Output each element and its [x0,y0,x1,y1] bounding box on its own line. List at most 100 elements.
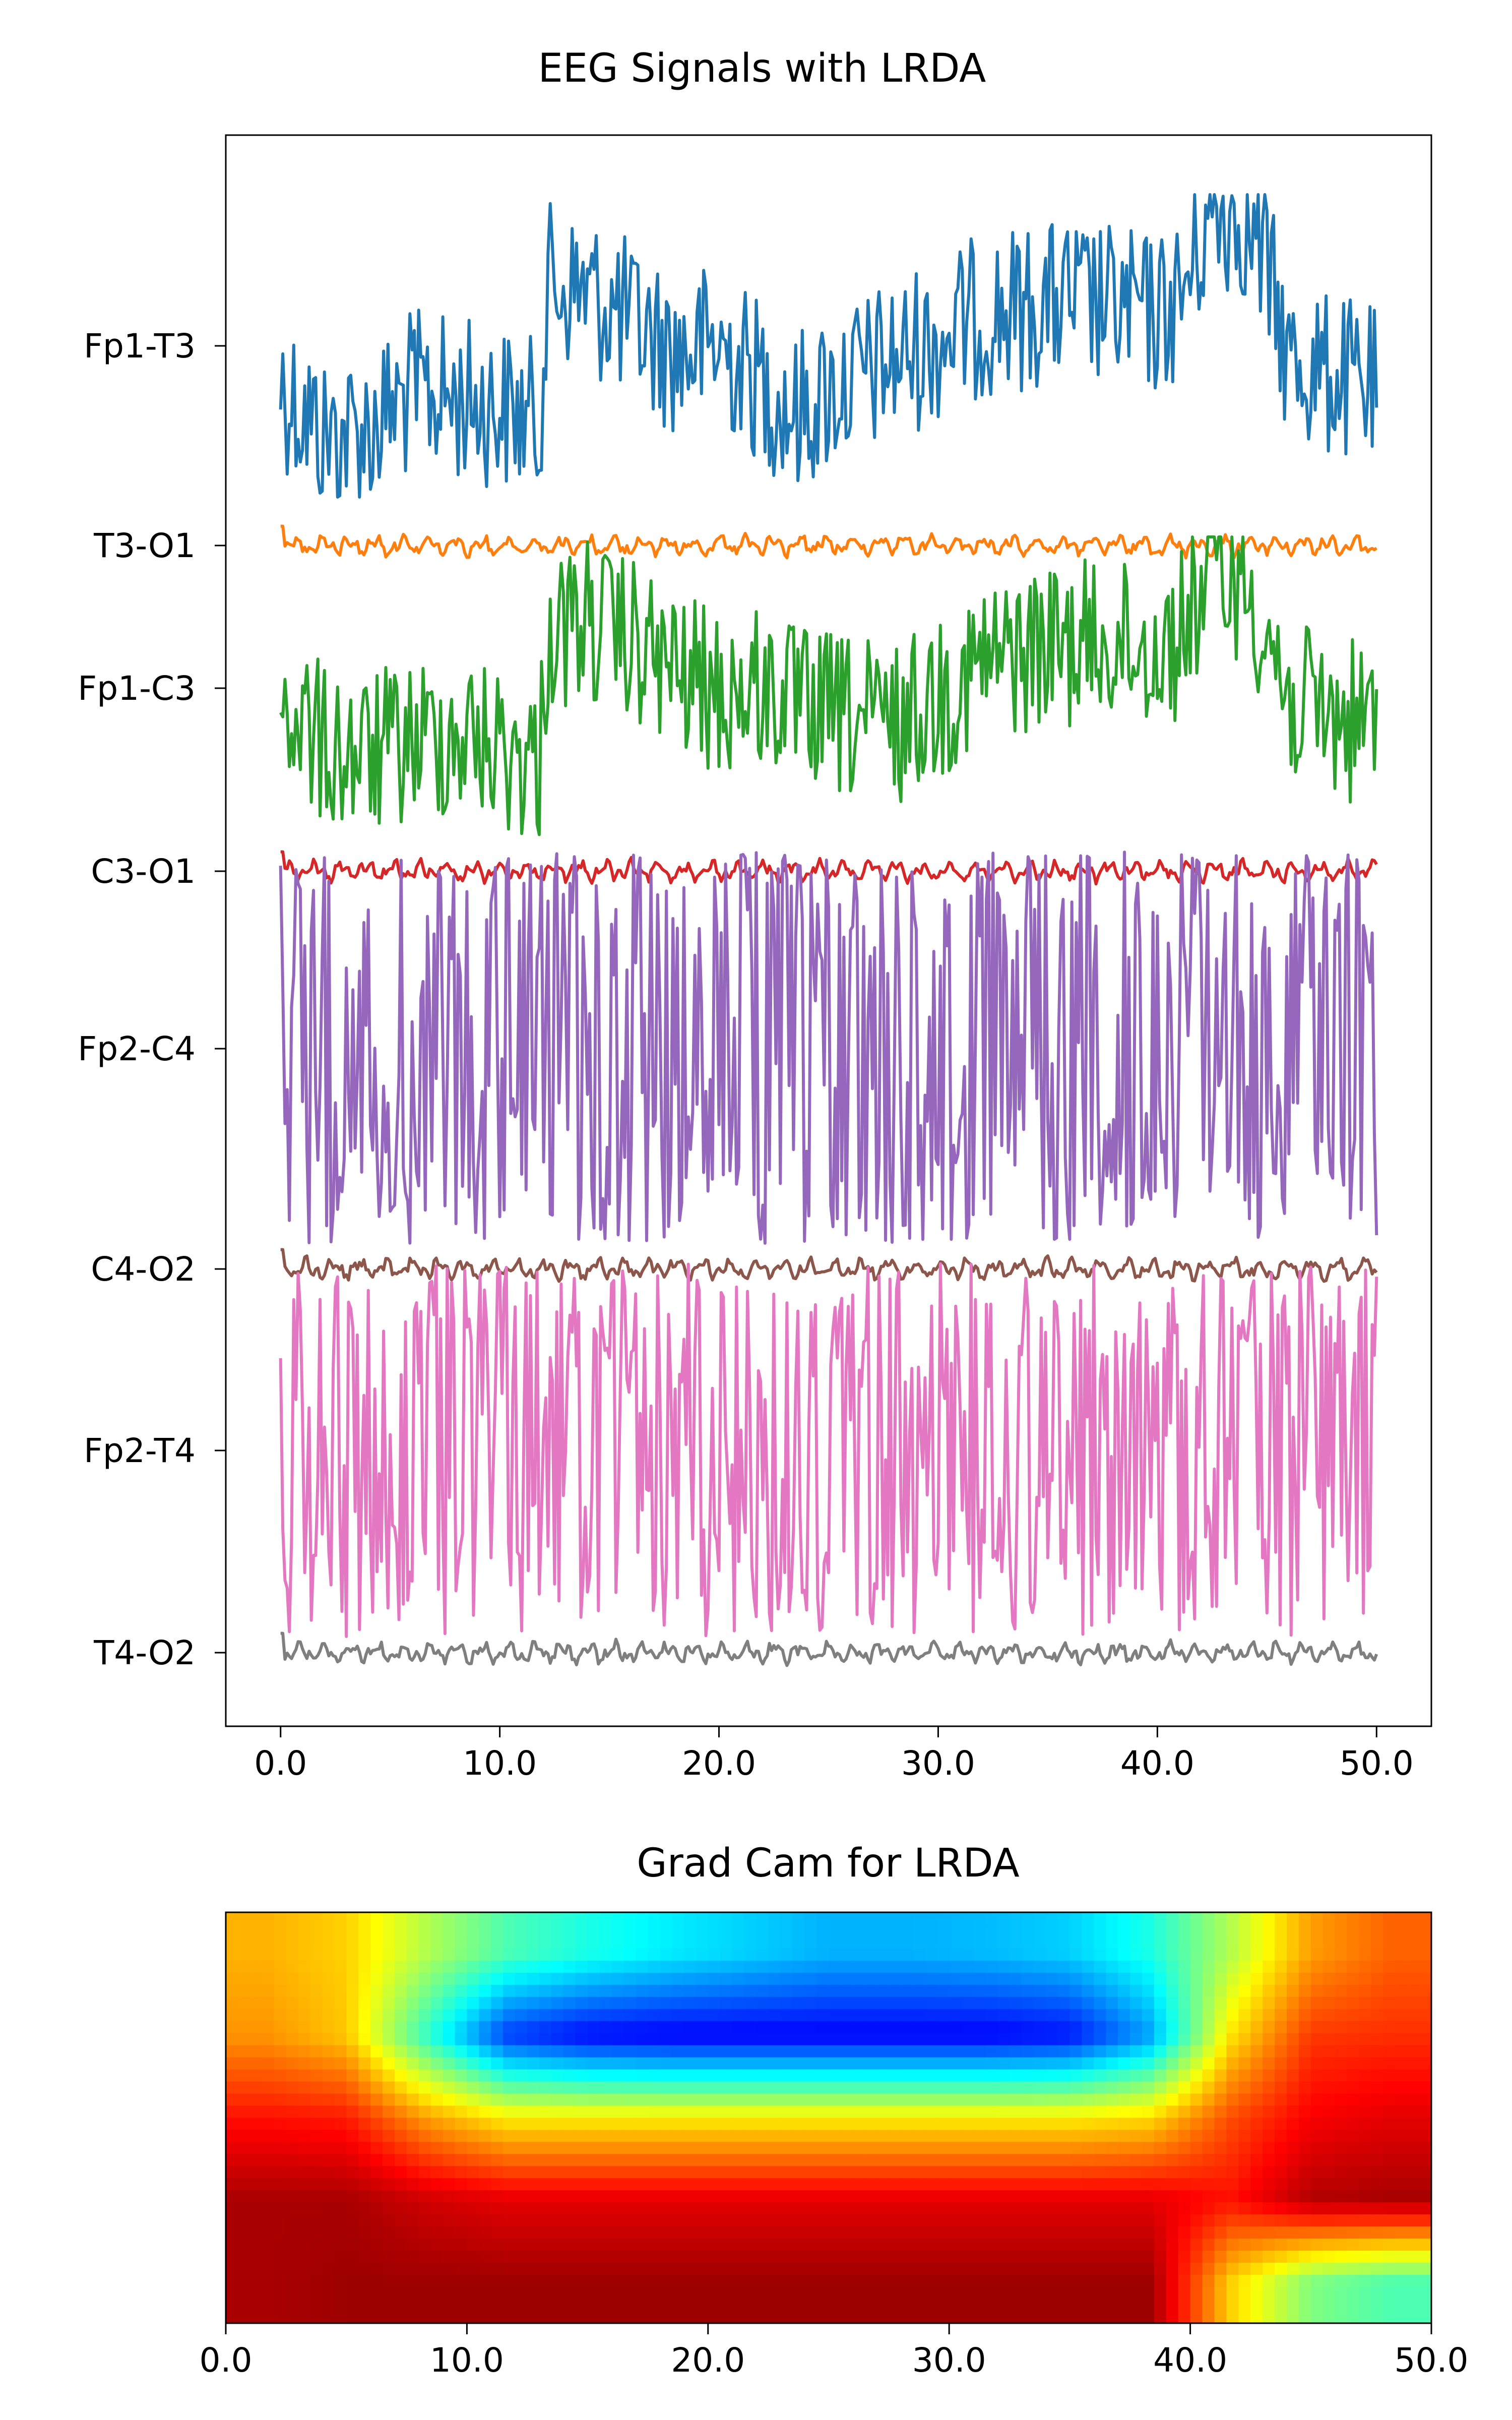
heatmap-cell [286,1924,299,1937]
heatmap-cell [406,2263,419,2275]
heatmap-cell [226,2251,238,2263]
heatmap-cell [1335,2154,1348,2167]
heatmap-cell [599,2263,612,2275]
heatmap-cell [660,2093,672,2106]
heatmap-cell [804,2263,817,2275]
heatmap-cell [346,2105,359,2119]
heatmap-cell [1395,2021,1408,2034]
heatmap-cell [864,2251,877,2263]
heatmap-cell [237,2251,250,2263]
heatmap-cell [804,2178,817,2191]
heatmap-cell [1057,2081,1070,2094]
heatmap-cell [1347,2287,1360,2300]
heatmap-cell [418,2105,431,2119]
heatmap-cell [756,2154,769,2167]
heatmap-cell [322,1912,335,1925]
heatmap-cell [611,2069,624,2082]
heatmap-cell [1106,1960,1118,1973]
heatmap-cell [455,2251,468,2263]
heatmap-cell [901,1984,914,1998]
heatmap-cell [768,1924,781,1937]
heatmap-cell [1395,2118,1408,2131]
heatmap-cell [611,2275,624,2287]
heatmap-cell [587,1996,600,2010]
heatmap-cell [1238,2057,1251,2070]
heatmap-cell [274,1924,287,1937]
heatmap-cell [792,2081,805,2094]
heatmap-cell [310,2021,323,2034]
heatmap-cell [1118,2081,1130,2094]
heatmap-cell [1419,1936,1432,1949]
heatmap-cell [720,2190,733,2203]
heatmap-cell [648,2105,660,2119]
heatmap-cell [1371,2057,1384,2070]
heatmap-cell [575,2299,588,2312]
heatmap-cell [1106,2190,1118,2203]
heatmap-cell [1069,2130,1083,2143]
heatmap-cell [672,1984,684,1998]
heatmap-cell [1214,1984,1227,1998]
heatmap-cell [1238,2130,1251,2143]
heatmap-cell [840,1960,853,1973]
heatmap-cell [226,2202,238,2215]
gradcam-chart: Grad Cam for LRDA 0.0 10.0 20.0 30.0 40.0 50.… [200,1841,1469,2380]
heatmap-cell [997,2118,1010,2131]
heatmap-cell [443,2057,456,2070]
heatmap-cell [1347,2021,1360,2034]
heatmap-cell [1238,1912,1251,1925]
heatmap-cell [901,1960,914,1973]
heatmap-cell [780,2009,793,2022]
heatmap-cell [503,2105,516,2119]
heatmap-cell [672,1936,684,1949]
heatmap-cell [1359,2021,1372,2034]
heatmap-cell [286,1948,299,1961]
heatmap-cell [1275,2009,1287,2022]
heatmap-cell [1009,2311,1022,2324]
heatmap-cell [1214,2166,1227,2179]
heatmap-cell [1166,2311,1179,2324]
heatmap-cell [1263,2226,1275,2240]
heatmap-cell [804,2287,817,2300]
heatmap-cell [913,2105,926,2119]
heatmap-cell [1202,2275,1215,2287]
heatmap-cell [479,2238,492,2251]
heatmap-cell [1359,2045,1372,2058]
heatmap-cell [1238,2045,1251,2058]
heatmap-cell [1118,2311,1130,2324]
heatmap-cell [1202,1912,1215,1925]
heatmap-cell [418,2069,431,2082]
heatmap-cell [768,2275,781,2287]
heatmap-cell [346,2275,359,2287]
heatmap-cell [1347,2045,1360,2058]
heatmap-cell [1407,1996,1420,2010]
heatmap-cell [852,2093,865,2106]
heatmap-cell [696,2105,709,2119]
heatmap-cell [527,1924,540,1937]
heatmap-cell [587,2190,600,2203]
heatmap-cell [780,1948,793,1961]
heatmap-cell [1250,2009,1263,2022]
heatmap-cell [358,2214,371,2227]
heatmap-cell [1009,2093,1022,2106]
heatmap-cell [1214,2251,1227,2263]
heatmap-cell [696,2311,709,2324]
heatmap-cell [1419,2166,1432,2179]
heatmap-cell [334,2202,347,2215]
heatmap-cell [298,1936,311,1949]
heatmap-cell [298,2214,311,2227]
heatmap-cell [563,2033,576,2046]
heatmap-cell [382,2033,395,2046]
heatmap-cell [1383,2263,1396,2275]
heatmap-cell [406,2287,419,2300]
heatmap-cell [358,2021,371,2034]
heatmap-cell [611,2178,624,2191]
heatmap-cell [1166,1984,1179,1998]
heatmap-cell [443,2069,456,2082]
heatmap-cell [901,2081,914,2094]
heatmap-cell [1371,2263,1384,2275]
heatmap-cell [1069,2154,1083,2167]
heatmap-cell [1154,2081,1167,2094]
heatmap-cell [1286,2238,1299,2251]
heatmap-cell [997,2142,1010,2155]
heatmap-cell [310,1972,323,1985]
